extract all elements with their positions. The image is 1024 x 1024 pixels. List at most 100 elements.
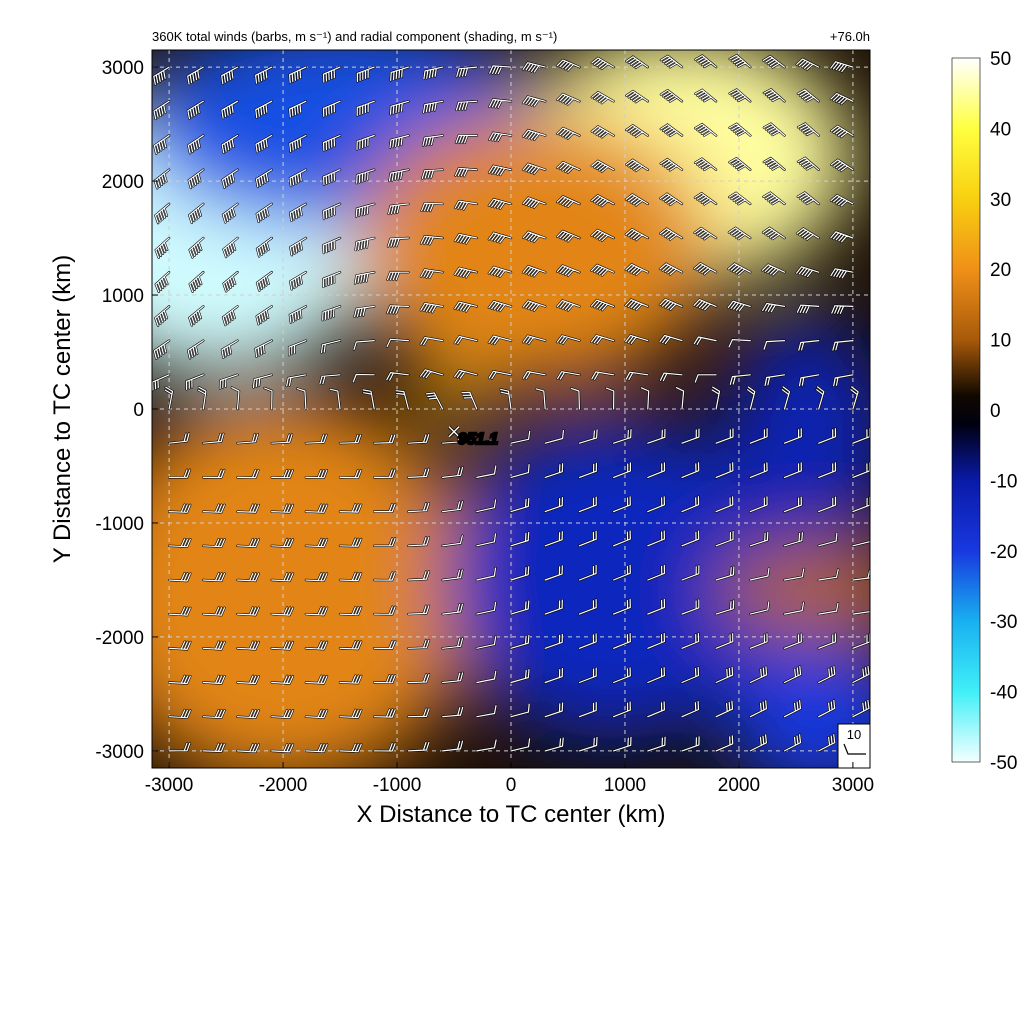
wind-barb	[658, 334, 684, 345]
wind-barb	[694, 88, 718, 103]
wind-barb	[830, 124, 855, 139]
wind-barb-line	[522, 265, 546, 277]
wind-barb	[386, 236, 410, 248]
wind-barb	[817, 531, 839, 547]
wind-barb	[578, 701, 598, 718]
wind-barb	[220, 65, 239, 85]
wind-barb-line	[797, 192, 820, 205]
wind-barb	[624, 334, 649, 345]
wind-barb-line	[339, 606, 362, 616]
wind-barb-line	[222, 305, 239, 326]
wind-barb	[407, 673, 431, 684]
wind-barb-line	[286, 374, 307, 387]
wind-barb-line	[625, 124, 649, 138]
wind-barb-line	[715, 666, 734, 684]
wind-barb-line	[715, 530, 734, 547]
wind-barb	[270, 572, 295, 583]
wind-barb-line	[386, 271, 409, 281]
wind-barb-line	[762, 227, 786, 240]
wind-barb-line	[761, 264, 786, 276]
wind-barb	[289, 271, 308, 291]
wind-barb-line	[660, 124, 683, 137]
wind-barb	[728, 157, 752, 171]
wind-barb-line	[489, 65, 512, 75]
wind-barb-line	[729, 123, 751, 137]
wind-barb	[714, 599, 735, 616]
wind-barb-line	[202, 572, 226, 582]
wind-barb-line	[289, 237, 307, 256]
wind-barb	[373, 605, 397, 616]
wind-barb-line	[816, 386, 825, 410]
wind-barb-line	[818, 496, 837, 513]
wind-barb	[186, 65, 205, 86]
wind-barb-line	[187, 100, 204, 120]
wind-barb-line	[488, 165, 512, 176]
wind-barb-line	[613, 736, 632, 752]
wind-barb	[762, 88, 786, 103]
wind-barb	[727, 226, 752, 241]
wind-barb	[236, 674, 260, 685]
wind-barb-line	[693, 299, 717, 311]
wind-barb-line	[749, 700, 767, 718]
wind-barb-line	[570, 387, 580, 410]
wind-barb-line	[556, 93, 580, 105]
colorbar-tick-label: 30	[990, 190, 1011, 211]
wind-barb	[612, 461, 632, 479]
wind-barb	[422, 100, 444, 114]
wind-barb-line	[488, 232, 512, 244]
wind-barb	[460, 391, 478, 411]
wind-barb	[202, 537, 226, 548]
wind-barb	[188, 202, 205, 224]
wind-barb	[407, 741, 431, 753]
wind-barb	[590, 334, 615, 345]
wind-barb	[830, 304, 855, 315]
wind-barb-line	[659, 372, 683, 382]
wind-barb-line	[783, 462, 802, 478]
wind-barb-line	[188, 203, 204, 224]
wind-barb	[646, 598, 666, 616]
wind-barb-line	[188, 305, 204, 326]
wind-barb-line	[354, 305, 375, 318]
field-region-outflow-core	[425, 369, 483, 427]
colorbar-tick-label: 20	[990, 260, 1011, 281]
wind-barb	[167, 572, 192, 583]
wind-barb-line	[590, 264, 615, 276]
wind-barb-line	[164, 386, 174, 410]
wind-barb-line	[454, 233, 478, 244]
wind-barb-line	[455, 100, 478, 111]
wind-barb	[556, 229, 581, 243]
wind-barb-line	[749, 462, 768, 478]
y-axis-label: Y Distance to TC center (km)	[49, 255, 76, 564]
wind-barb	[321, 305, 342, 322]
wind-barb-line	[613, 598, 631, 615]
wind-barb	[659, 54, 684, 69]
wind-barb	[625, 89, 649, 104]
wind-barb	[829, 92, 855, 106]
wind-barb-line	[271, 743, 294, 753]
wind-barb	[729, 373, 752, 386]
wind-barb	[612, 700, 632, 718]
wind-barb-line	[659, 298, 683, 311]
wind-barb-line	[422, 100, 444, 114]
wind-barb-line	[796, 58, 820, 71]
wind-barb	[783, 531, 804, 547]
wind-barb-line	[749, 567, 770, 581]
wind-barb-line	[578, 496, 597, 513]
wind-barb	[221, 202, 239, 224]
wind-barb	[220, 100, 239, 120]
wind-barb-line	[729, 374, 751, 385]
wind-barb-line	[339, 538, 362, 547]
wind-barb-line	[556, 230, 580, 242]
wind-barb	[817, 427, 837, 445]
wind-barb-line	[510, 566, 530, 581]
wind-barb	[356, 100, 376, 117]
wind-barb	[153, 168, 171, 190]
wind-barb	[749, 495, 769, 513]
wind-barb-line	[168, 572, 191, 582]
wind-barb	[556, 195, 581, 208]
wind-barb	[338, 640, 363, 651]
wind-barb	[236, 433, 259, 445]
wind-barb	[167, 606, 192, 617]
wind-barb	[590, 228, 615, 242]
colorbar-tick-label: -40	[990, 683, 1017, 704]
